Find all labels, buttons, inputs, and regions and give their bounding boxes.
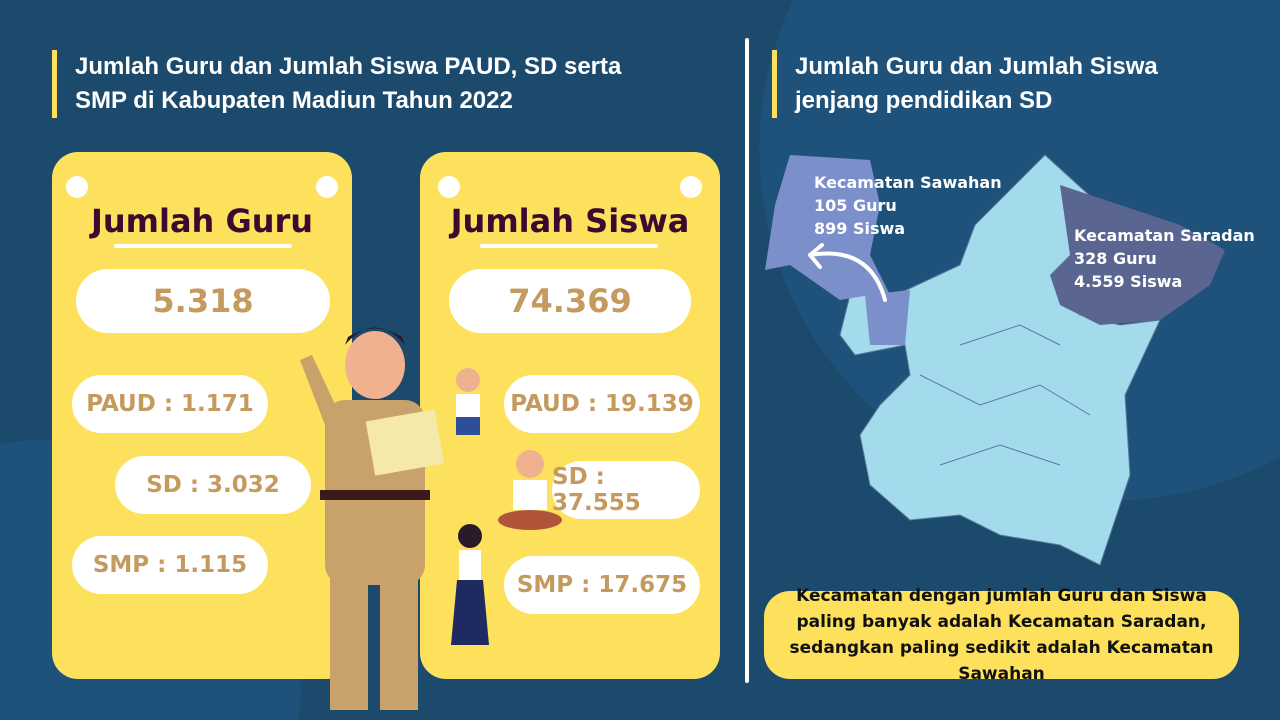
student-smp-illustration xyxy=(451,524,489,645)
sawahan-name: Kecamatan Sawahan xyxy=(814,173,1002,192)
right-title: Jumlah Guru dan Jumlah Siswa jenjang pen… xyxy=(772,50,1158,118)
left-title: Jumlah Guru dan Jumlah Siswa PAUD, SD se… xyxy=(52,50,621,118)
card-hole xyxy=(680,176,702,198)
sawahan-guru: 105 Guru xyxy=(814,196,897,215)
siswa-heading: Jumlah Siswa xyxy=(450,202,690,240)
sawahan-label: Kecamatan Sawahan 105 Guru 899 Siswa xyxy=(814,171,1002,240)
divider xyxy=(745,38,749,683)
teacher-illustration xyxy=(300,327,445,710)
siswa-total: 74.369 xyxy=(449,269,691,333)
guru-smp: SMP : 1.115 xyxy=(72,536,268,594)
saradan-guru: 328 Guru xyxy=(1074,249,1157,268)
guru-total: 5.318 xyxy=(76,269,330,333)
title-line: Jumlah Guru dan Jumlah Siswa PAUD, SD se… xyxy=(75,53,622,80)
guru-paud: PAUD : 1.171 xyxy=(72,375,268,433)
siswa-sd: SD : 37.555 xyxy=(552,461,700,519)
siswa-smp: SMP : 17.675 xyxy=(504,556,700,614)
district-border xyxy=(919,324,1091,466)
map-sawahan-lower xyxy=(865,290,910,345)
student-sd-illustration xyxy=(498,450,562,530)
title-line: Jumlah Guru dan Jumlah Siswa xyxy=(795,53,1158,80)
madiun-map xyxy=(765,154,1225,566)
guru-card: Jumlah Guru 5.318 PAUD : 1.171 SD : 3.03… xyxy=(52,152,352,679)
card-hole xyxy=(66,176,88,198)
saradan-siswa: 4.559 Siswa xyxy=(1074,272,1183,291)
arrow-icon xyxy=(808,243,887,302)
title-line: jenjang pendidikan SD xyxy=(795,87,1053,114)
sawahan-siswa: 899 Siswa xyxy=(814,219,906,238)
card-hole xyxy=(438,176,460,198)
saradan-name: Kecamatan Saradan xyxy=(1074,226,1255,245)
summary-text: Kecamatan dengan jumlah Guru dan Siswa p… xyxy=(789,586,1214,684)
saradan-label: Kecamatan Saradan 328 Guru 4.559 Siswa xyxy=(1074,224,1255,293)
map-sawahan xyxy=(765,155,890,300)
card-hole xyxy=(316,176,338,198)
siswa-paud: PAUD : 19.139 xyxy=(504,375,700,433)
guru-sd: SD : 3.032 xyxy=(115,456,311,514)
guru-heading: Jumlah Guru xyxy=(90,202,314,240)
summary-note: Kecamatan dengan jumlah Guru dan Siswa p… xyxy=(764,586,1239,684)
title-line: SMP di Kabupaten Madiun Tahun 2022 xyxy=(75,87,513,114)
map-saradan xyxy=(1050,185,1225,325)
underline xyxy=(480,244,658,248)
student-paud-illustration xyxy=(456,368,480,435)
underline xyxy=(114,244,292,248)
